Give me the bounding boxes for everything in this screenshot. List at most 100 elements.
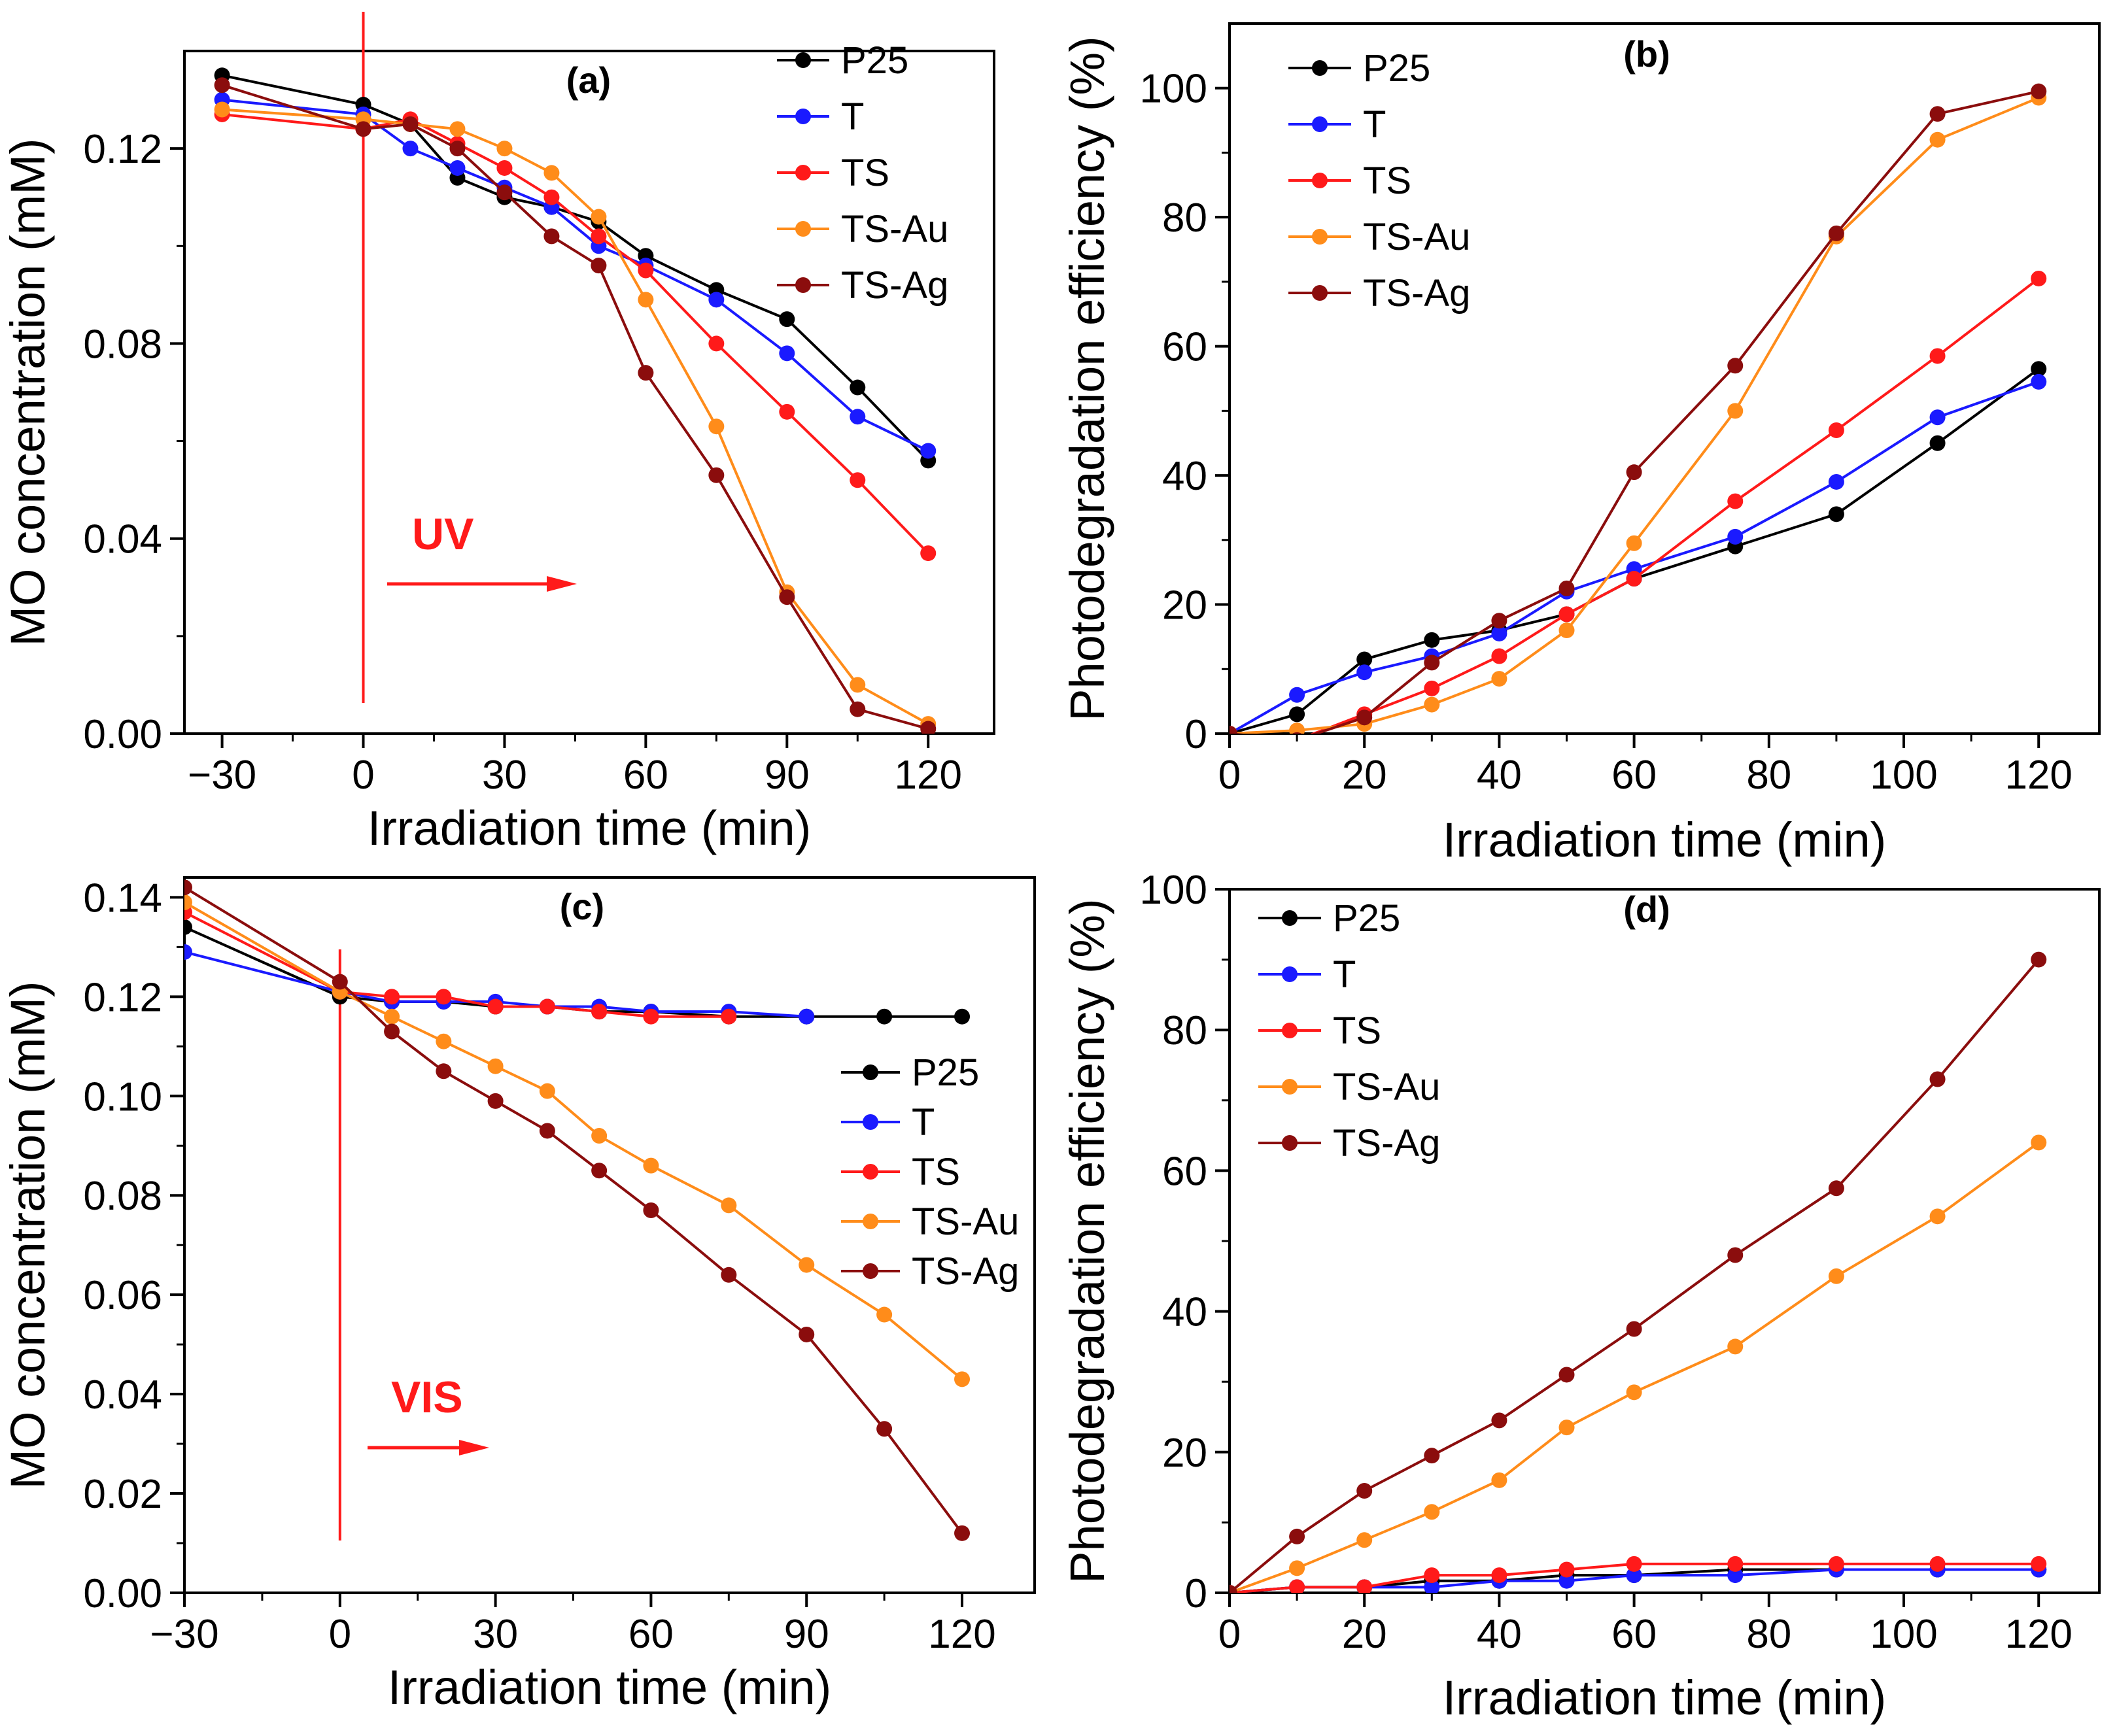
data-point-TS-Au bbox=[850, 677, 866, 693]
light-source-label-c: VIS bbox=[391, 1372, 463, 1422]
data-point-TS-Ag bbox=[1626, 1321, 1642, 1337]
chart-panel-b: 0 20 40 60 80 100 120 0 20 40 60 80 100 Irradiation t… bbox=[1060, 22, 2101, 867]
y-axis-label-d: Photodegradation efficiency (%) bbox=[1060, 898, 1114, 1584]
plot-frame-c bbox=[183, 876, 1036, 1594]
plot-frame-a bbox=[183, 50, 995, 735]
panel-label-d: (d) bbox=[1623, 889, 1670, 930]
data-point-P25 bbox=[2031, 361, 2047, 377]
series-line-T bbox=[1230, 381, 2039, 734]
legend-c: P25 T TS TS-Au TS-Ag bbox=[841, 1051, 1019, 1293]
legend-marker-P25 bbox=[863, 1064, 878, 1080]
x-tick-label-d: 60 bbox=[1611, 1612, 1657, 1657]
y-tick-label-c: 0.04 bbox=[83, 1372, 162, 1418]
legend-marker-TS-Au bbox=[863, 1214, 878, 1229]
data-point-TS-Ag bbox=[638, 365, 654, 381]
data-point-TS bbox=[779, 403, 795, 420]
data-point-TS-Au bbox=[591, 1128, 608, 1144]
data-point-TS bbox=[1828, 1556, 1844, 1572]
data-point-TS-Ag bbox=[643, 1202, 659, 1219]
x-tick-label-a: 90 bbox=[765, 753, 810, 798]
data-point-TS bbox=[1558, 606, 1575, 622]
y-tick-label-d: 0 bbox=[1185, 1571, 1207, 1616]
data-point-T bbox=[449, 160, 466, 176]
y-tick-label-d: 100 bbox=[1140, 868, 1207, 913]
data-point-TS-Ag bbox=[2031, 951, 2047, 968]
data-point-TS-Au bbox=[1289, 1560, 1305, 1576]
data-point-TS-Au bbox=[384, 1008, 400, 1025]
data-point-TS-Au bbox=[1727, 1338, 1744, 1355]
data-point-TS-Au bbox=[1356, 1532, 1373, 1548]
data-point-TS-Au bbox=[1424, 1504, 1440, 1520]
legend-marker-T bbox=[795, 109, 811, 124]
plot-area-b bbox=[1230, 83, 2047, 734]
y-tick-label-c: 0.06 bbox=[83, 1273, 162, 1318]
x-tick-label-b: 100 bbox=[1870, 753, 1937, 798]
plot-area-c bbox=[184, 879, 971, 1541]
panel-label-c: (c) bbox=[560, 886, 604, 927]
legend-label-TS: TS bbox=[1363, 160, 1411, 202]
legend-label-P25: P25 bbox=[1363, 47, 1430, 90]
x-tick-label-c: 120 bbox=[928, 1612, 995, 1657]
data-point-TS bbox=[1727, 1556, 1744, 1572]
series-line-TS-Ag bbox=[184, 886, 963, 1535]
data-point-TS bbox=[496, 160, 513, 176]
legend-marker-TS-Ag bbox=[795, 277, 811, 293]
data-point-P25 bbox=[1356, 651, 1373, 668]
x-tick-label-d: 20 bbox=[1342, 1612, 1387, 1657]
data-point-T bbox=[920, 443, 937, 459]
data-point-TS-Ag bbox=[449, 141, 466, 157]
x-tick-label-a: 0 bbox=[352, 753, 374, 798]
legend-marker-TS bbox=[1282, 1023, 1298, 1038]
data-point-TS-Ag bbox=[214, 77, 230, 94]
light-arrow-head-c bbox=[459, 1440, 489, 1455]
data-point-P25 bbox=[850, 379, 866, 396]
x-tick-label-d: 40 bbox=[1477, 1612, 1522, 1657]
legend-marker-TS-Ag bbox=[863, 1263, 878, 1279]
data-point-P25 bbox=[184, 919, 192, 935]
data-point-TS bbox=[591, 1004, 608, 1020]
legend-marker-TS-Ag bbox=[1312, 285, 1328, 301]
y-tick-label-a: 0.08 bbox=[83, 322, 162, 367]
series-line-T bbox=[222, 98, 929, 452]
data-point-TS-Ag bbox=[876, 1421, 893, 1437]
data-point-TS-Au bbox=[643, 1157, 659, 1174]
x-axis-label-c: Irradiation time (min) bbox=[388, 1660, 832, 1714]
data-point-TS-Ag bbox=[543, 228, 560, 245]
data-point-TS bbox=[1424, 1567, 1440, 1584]
legend-marker-TS bbox=[863, 1164, 878, 1180]
legend-label-T: T bbox=[1333, 953, 1356, 996]
data-point-TS-Ag bbox=[1558, 580, 1575, 596]
data-point-TS-Ag bbox=[920, 721, 937, 734]
legend-label-TS-Au: TS-Au bbox=[912, 1200, 1019, 1243]
legend-label-TS-Ag: TS-Ag bbox=[1363, 272, 1470, 315]
y-tick-label-c: 0.14 bbox=[83, 876, 162, 921]
y-tick-label-b: 40 bbox=[1162, 454, 1207, 499]
series-line-P25 bbox=[1230, 367, 2040, 734]
x-tick-label-b: 120 bbox=[2005, 753, 2072, 798]
data-point-TS-Ag bbox=[1292, 732, 1301, 734]
series-line-TS-Au bbox=[222, 108, 929, 725]
data-point-P25 bbox=[876, 1008, 893, 1025]
data-point-TS-Ag bbox=[779, 589, 795, 605]
legend-label-P25: P25 bbox=[841, 39, 908, 82]
series-line-TS-Au bbox=[1230, 1141, 2040, 1593]
legend-marker-TS-Au bbox=[1282, 1079, 1298, 1095]
light-arrow-head-a bbox=[547, 576, 577, 592]
data-point-TS bbox=[708, 335, 725, 352]
series-line-TS bbox=[222, 112, 929, 554]
legend-label-TS-Au: TS-Au bbox=[1363, 216, 1470, 258]
data-point-T bbox=[779, 345, 795, 362]
legend-label-TS-Ag: TS-Ag bbox=[1333, 1122, 1440, 1165]
legend-marker-P25 bbox=[1282, 910, 1298, 926]
x-tick-label-c: 90 bbox=[784, 1612, 829, 1657]
data-point-TS bbox=[1558, 1561, 1575, 1578]
data-point-TS bbox=[384, 989, 400, 1005]
x-tick-label-b: 20 bbox=[1342, 753, 1387, 798]
data-point-TS-Ag bbox=[332, 974, 348, 990]
plot-area-a bbox=[214, 67, 937, 734]
legend-marker-TS-Ag bbox=[1282, 1135, 1298, 1151]
data-point-TS-Ag bbox=[708, 467, 725, 483]
legend-a: P25 T TS TS-Au TS-Ag bbox=[777, 39, 948, 307]
y-tick-label-c: 0.10 bbox=[83, 1074, 162, 1119]
